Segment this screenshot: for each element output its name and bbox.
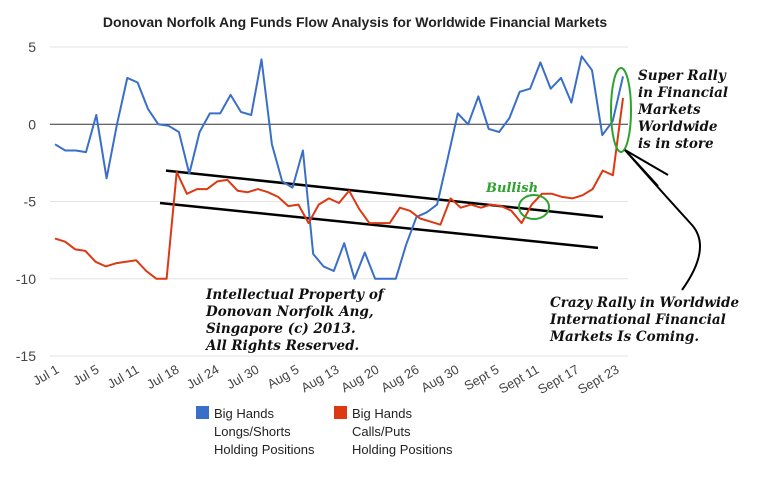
chart-title: Donovan Norfolk Ang Funds Flow Analysis … [103,14,608,30]
bullish-annotation: Bullish [485,181,538,196]
x-tick-label: Sept 23 [575,362,621,397]
legend-swatch-calls-puts [334,406,347,419]
x-tick-label: Jul 5 [70,362,101,389]
y-tick-label: -15 [16,348,36,364]
legend: Big Hands Longs/Shorts Holding Positions Bi… [196,406,453,457]
copyright-annotation-line: All Rights Reserved. [204,338,359,354]
x-tick-label: Jul 18 [144,362,182,392]
legend-label: Holding Positions [214,442,315,457]
y-tick-label: 0 [28,116,36,132]
super-rally-annotation-line: is in store [638,136,714,152]
legend-label: Longs/Shorts [214,424,291,439]
y-tick-label: -10 [16,271,36,287]
series-line-longs-shorts [54,55,624,280]
arrow-head-lower [624,149,659,187]
series-lines [54,55,624,280]
x-tick-label: Sept 17 [535,362,581,397]
series-line-calls-puts [54,97,624,280]
x-tick-label: Sept 11 [496,362,541,397]
y-axis-tick-labels: 5 0 -5 -10 -15 [16,39,36,364]
legend-label: Calls/Puts [352,424,411,439]
copyright-annotation-line: Singapore (c) 2013. [206,321,356,337]
x-tick-label: Aug 20 [338,362,381,396]
bullish-circle [518,194,550,220]
copyright-annotation-line: Donovan Norfolk Ang, [205,304,374,320]
y-tick-label: -5 [24,194,37,210]
x-tick-label: Aug 13 [298,362,341,396]
legend-label: Big Hands [214,406,274,421]
arrow-head-upper [624,149,669,176]
lower-trendline [159,201,599,250]
x-tick-label: Jul 11 [105,362,142,392]
x-axis-tick-labels: Jul 1 Jul 5 Jul 11 Jul 18 Jul 24 Jul 30 Aug 5A… [30,362,621,397]
x-tick-label: Jul 1 [30,362,61,389]
super-rally-annotation-line: in Financial [638,85,728,101]
legend-swatch-longs-shorts [196,406,209,419]
x-tick-label: Sept 5 [461,362,501,394]
crazy-rally-annotation-line: International Financial [549,312,726,328]
y-tick-label: 5 [28,39,36,55]
legend-label: Holding Positions [352,442,453,457]
super-rally-annotation-line: Super Rally [638,68,727,84]
x-tick-label: Aug 26 [378,362,421,396]
crazy-rally-annotation-line: Markets Is Coming. [549,329,699,345]
x-tick-label: Aug 5 [265,362,302,392]
x-tick-label: Jul 24 [184,362,222,392]
crazy-rally-annotation-line: Crazy Rally in Worldwide [550,295,739,311]
super-rally-annotation-line: Markets [637,102,701,118]
super-rally-annotation-line: Worldwide [638,119,718,135]
legend-label: Big Hands [352,406,412,421]
super-rally-circle [610,67,632,153]
x-tick-label: Jul 30 [224,362,262,392]
x-tick-label: Aug 30 [418,362,461,396]
copyright-annotation-line: Intellectual Property of [205,287,386,303]
